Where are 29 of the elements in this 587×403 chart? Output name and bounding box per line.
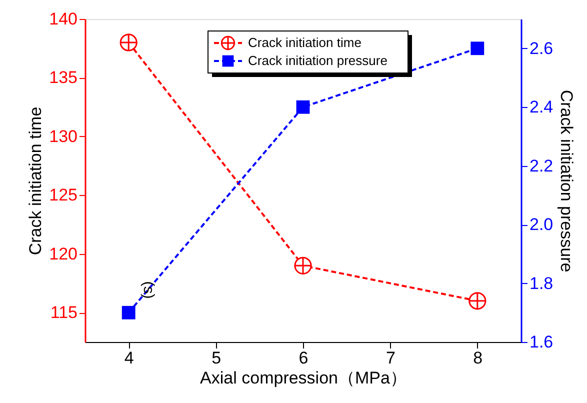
y2-tick-label: 2.6 — [530, 38, 554, 58]
y-tick-label: 140 — [49, 10, 78, 28]
y-tick-label: 130 — [49, 126, 78, 146]
annotation: (s) — [140, 281, 157, 299]
point — [470, 42, 484, 56]
legend-label: Crack initiation time — [248, 35, 362, 50]
point — [296, 100, 310, 114]
y2-tick-label: 1.6 — [530, 332, 554, 352]
x-axis-title: Axial compression（MPa） — [200, 368, 407, 388]
y2-tick-label: 1.8 — [530, 274, 554, 293]
y-tick-label: 125 — [49, 186, 78, 205]
y2-tick-label: 2.4 — [530, 98, 554, 117]
point — [294, 256, 312, 274]
y-tick-label: 115 — [50, 303, 78, 322]
y2-axis-title: Crack initiation pressure — [557, 90, 576, 272]
point — [122, 306, 136, 320]
y2-tick-label: 2.0 — [530, 215, 554, 234]
x-tick-label: 8 — [473, 348, 483, 368]
x-tick-label: 5 — [212, 348, 222, 368]
x-tick-label: 6 — [298, 348, 308, 368]
y-tick-label: 120 — [49, 244, 78, 264]
y-axis-title: Crack initiation time — [26, 106, 46, 256]
legend-label: Crack initiation pressure — [248, 53, 388, 68]
y2-tick-label: 2.2 — [530, 156, 554, 176]
x-tick-label: 4 — [124, 348, 134, 368]
y-tick-label: 135 — [49, 68, 78, 88]
point — [120, 34, 138, 52]
x-tick-label: 7 — [386, 348, 396, 368]
point — [468, 292, 486, 310]
